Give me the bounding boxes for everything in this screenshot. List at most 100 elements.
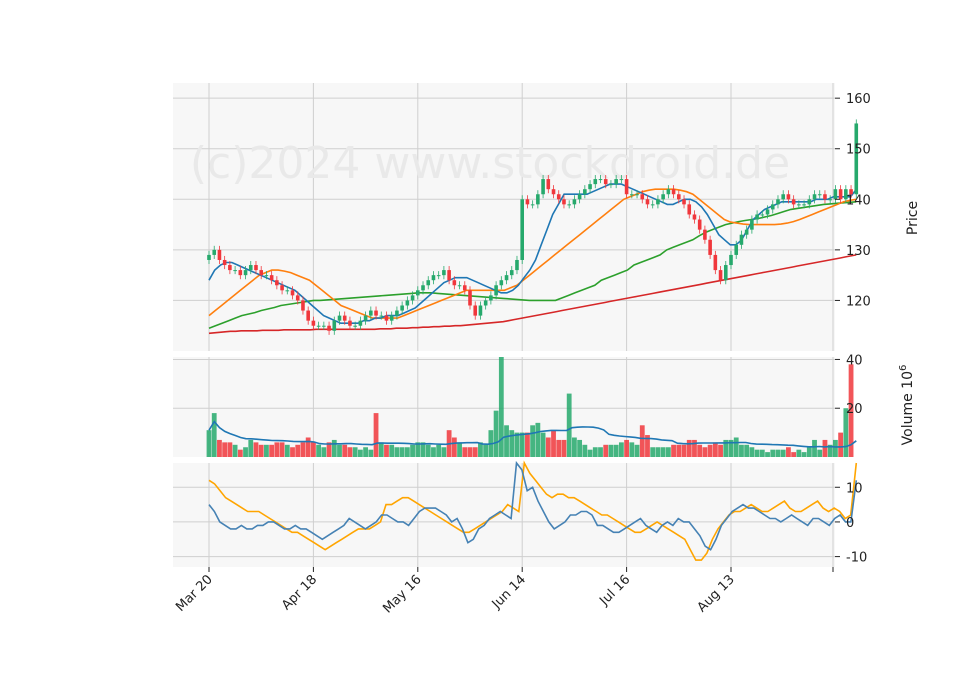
volume-bar xyxy=(389,444,395,457)
x-tick-label: Jun 14 xyxy=(489,572,529,612)
candle-body xyxy=(504,275,509,281)
candle-body xyxy=(583,189,587,195)
candle-body xyxy=(353,325,357,327)
candle-body xyxy=(687,204,692,215)
candle-body xyxy=(290,290,295,296)
volume-bar xyxy=(681,444,687,457)
candle-body xyxy=(447,270,451,281)
volume-bar xyxy=(718,444,723,457)
volume-bar xyxy=(739,444,744,457)
price-tick-label: 120 xyxy=(846,294,871,309)
volume-bar xyxy=(326,442,332,457)
candle-body xyxy=(473,305,478,316)
candle-body xyxy=(640,194,645,200)
volume-bar xyxy=(838,432,844,457)
volume-bar xyxy=(791,452,797,457)
candle-body xyxy=(786,194,791,200)
candle-body xyxy=(593,179,598,185)
candle-body xyxy=(598,179,603,181)
oscillator-panel xyxy=(173,463,835,567)
volume-bar xyxy=(822,439,828,457)
candle-body xyxy=(750,219,754,230)
candle-body xyxy=(442,270,446,276)
volume-bar xyxy=(504,425,509,457)
candle-body xyxy=(844,189,848,200)
candle-body xyxy=(342,315,347,321)
candle-body xyxy=(436,275,441,277)
volume-bar xyxy=(744,444,750,457)
volume-bar xyxy=(378,442,384,457)
candle-body xyxy=(708,239,712,255)
candle-body xyxy=(645,199,650,205)
volume-bar xyxy=(728,439,734,457)
candle-body xyxy=(541,179,545,195)
volume-bar xyxy=(759,449,765,457)
candle-body xyxy=(619,179,624,181)
oscillator-lines xyxy=(208,460,858,561)
candle-body xyxy=(556,194,561,200)
candle-body xyxy=(635,194,639,196)
oscillator-line-b xyxy=(208,460,858,561)
x-tick-label: Apr 18 xyxy=(279,572,320,613)
volume-bar xyxy=(514,432,520,457)
candle-body xyxy=(656,199,660,205)
volume-bar xyxy=(279,442,285,457)
volume-bar xyxy=(425,444,431,457)
volume-bar xyxy=(712,442,718,457)
candle-body xyxy=(207,254,211,260)
volume-bar xyxy=(227,442,233,457)
price-tick-label: 150 xyxy=(846,143,871,158)
candle-body xyxy=(802,204,806,206)
volume-tick-label: 20 xyxy=(846,402,863,417)
sma-slow-line xyxy=(208,201,857,329)
candle-body xyxy=(509,270,514,276)
volume-bar xyxy=(342,444,348,457)
volume-bar xyxy=(316,444,322,457)
candle-body xyxy=(462,285,467,291)
volume-bar xyxy=(545,437,551,457)
candle-body xyxy=(562,199,566,205)
candle-body xyxy=(358,320,363,326)
volume-bar xyxy=(357,449,363,457)
candle-body xyxy=(384,315,389,321)
volume-bar xyxy=(702,447,708,457)
candle-body xyxy=(765,209,770,215)
candle-body xyxy=(854,123,859,195)
candle-body xyxy=(489,295,493,301)
candle-body xyxy=(389,315,394,321)
volume-bar xyxy=(624,439,629,457)
volume-bar xyxy=(352,447,358,457)
candle-body xyxy=(483,300,488,306)
candle-body xyxy=(849,189,853,195)
candle-body xyxy=(243,270,248,276)
volume-bar xyxy=(415,442,421,457)
price-tick-label: 130 xyxy=(846,244,871,259)
x-tick-label: May 16 xyxy=(380,572,424,616)
candle-body xyxy=(697,219,702,230)
volume-bar xyxy=(827,444,833,457)
candle-body xyxy=(520,199,524,260)
volume-bar xyxy=(634,444,640,457)
volume-bar xyxy=(222,442,228,457)
volume-bar xyxy=(264,444,269,457)
y-tick-labels: 120 130 140 150 160 20 40 -10 0 10 xyxy=(835,92,871,566)
volume-bar xyxy=(587,449,593,457)
volume-bar xyxy=(337,444,342,457)
volume-bar xyxy=(284,444,290,457)
x-tick-label: Mar 20 xyxy=(173,572,216,615)
volume-bar xyxy=(650,447,656,457)
candle-body xyxy=(233,270,237,272)
volume-bar xyxy=(775,449,781,457)
candle-body xyxy=(609,184,613,186)
candle-body xyxy=(624,179,629,195)
candle-body xyxy=(217,249,222,260)
candle-body xyxy=(536,194,540,205)
candle-body xyxy=(791,199,796,205)
candle-body xyxy=(275,280,279,286)
candle-body xyxy=(212,249,217,255)
candle-body xyxy=(828,199,832,201)
candle-body xyxy=(661,194,665,200)
candle-body xyxy=(588,184,592,190)
osc-tick-label: 10 xyxy=(846,481,863,496)
candle-body xyxy=(682,199,686,205)
